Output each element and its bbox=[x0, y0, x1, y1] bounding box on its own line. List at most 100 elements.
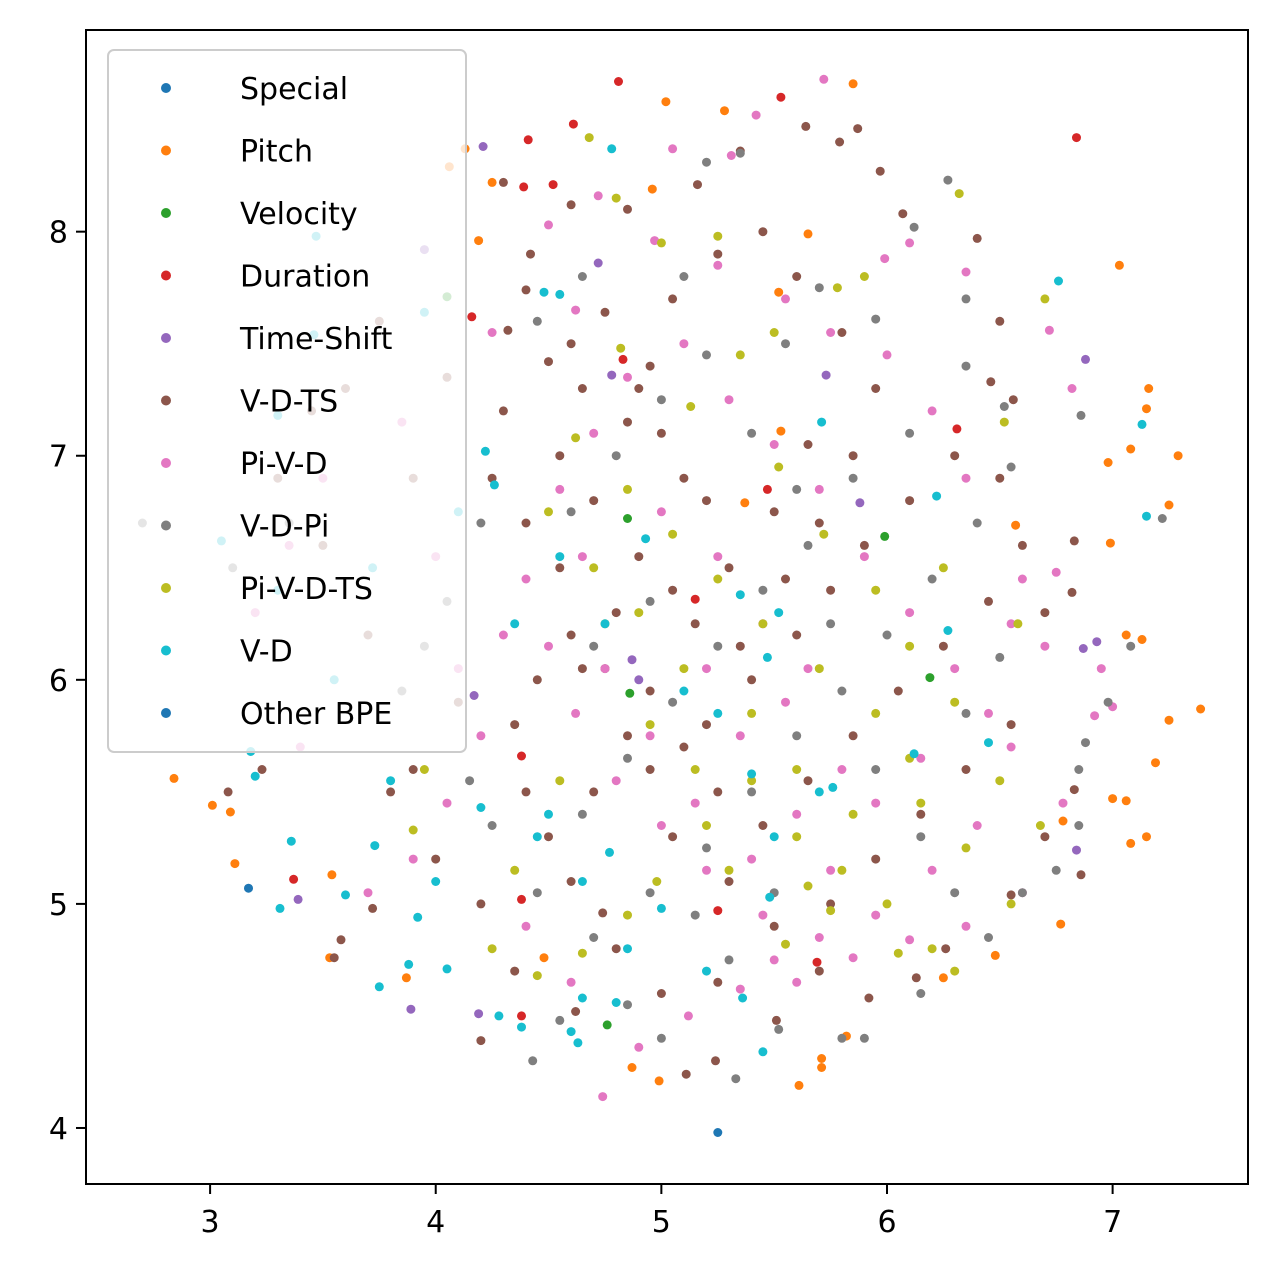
scatter-point bbox=[1137, 419, 1147, 429]
scatter-point bbox=[690, 765, 700, 774]
scatter-point bbox=[713, 906, 723, 916]
scatter-point bbox=[521, 921, 531, 931]
scatter-point bbox=[814, 484, 824, 494]
scatter-point bbox=[408, 825, 418, 835]
scatter-point bbox=[413, 912, 423, 922]
legend-label: Time-Shift bbox=[239, 322, 393, 357]
scatter-point bbox=[995, 652, 1005, 662]
scatter-point bbox=[776, 426, 786, 436]
scatter-point bbox=[544, 357, 553, 367]
scatter-point bbox=[469, 691, 479, 700]
plot-points bbox=[137, 74, 1206, 1137]
scatter-point bbox=[618, 354, 628, 364]
scatter-point bbox=[593, 191, 603, 201]
scatter-point bbox=[837, 865, 847, 875]
scatter-point bbox=[1069, 536, 1079, 546]
scatter-point bbox=[544, 832, 553, 842]
scatter-point bbox=[776, 92, 786, 102]
scatter-point bbox=[401, 973, 411, 983]
scatter-point bbox=[476, 731, 486, 741]
scatter-point bbox=[521, 574, 531, 584]
scatter-point bbox=[871, 854, 881, 864]
scatter-point bbox=[972, 233, 982, 243]
legend-label: Special bbox=[240, 72, 348, 107]
scatter-point bbox=[654, 1076, 664, 1086]
scatter-point bbox=[871, 910, 881, 920]
scatter-point bbox=[814, 933, 824, 942]
scatter-point bbox=[431, 854, 441, 864]
scatter-point bbox=[589, 428, 599, 438]
scatter-point bbox=[905, 608, 915, 618]
scatter-point bbox=[476, 899, 486, 909]
scatter-point bbox=[544, 507, 553, 517]
scatter-point bbox=[207, 800, 217, 810]
scatter-point bbox=[916, 832, 926, 842]
legend-marker bbox=[161, 83, 171, 93]
legend: Special Pitch Velocity Duration Time-Shift V-… bbox=[107, 49, 467, 753]
scatter-point bbox=[837, 1033, 847, 1043]
scatter-point bbox=[480, 446, 490, 456]
scatter-point bbox=[286, 836, 296, 846]
scatter-point bbox=[995, 316, 1005, 326]
scatter-point bbox=[984, 708, 993, 718]
scatter-point bbox=[566, 200, 576, 210]
scatter-point bbox=[510, 865, 520, 875]
scatter-point bbox=[408, 765, 418, 774]
scatter-point bbox=[1103, 697, 1113, 707]
y-tick-label: 5 bbox=[49, 888, 68, 923]
scatter-point bbox=[938, 641, 948, 651]
scatter-point bbox=[386, 787, 396, 797]
scatter-point bbox=[476, 518, 486, 528]
scatter-point bbox=[1164, 500, 1174, 510]
scatter-point bbox=[1103, 458, 1113, 467]
scatter-point bbox=[747, 854, 757, 864]
legend-label: Pi-V-D bbox=[240, 447, 328, 482]
scatter-point bbox=[814, 518, 824, 528]
x-tick-label: 3 bbox=[201, 1205, 220, 1240]
scatter-point bbox=[702, 496, 711, 506]
scatter-point bbox=[943, 626, 953, 635]
scatter-point bbox=[812, 957, 822, 967]
scatter-point bbox=[735, 984, 745, 994]
scatter-point bbox=[803, 440, 813, 449]
scatter-point bbox=[702, 821, 711, 830]
series-pitch bbox=[169, 79, 1206, 1090]
scatter-point bbox=[623, 417, 632, 427]
series-pi-v-d bbox=[250, 74, 1118, 1102]
scatter-point bbox=[826, 865, 836, 875]
scatter-point bbox=[1072, 133, 1081, 143]
scatter-point bbox=[765, 892, 775, 902]
legend-marker bbox=[161, 583, 171, 593]
scatter-point bbox=[880, 254, 890, 264]
scatter-point bbox=[498, 406, 508, 416]
scatter-point bbox=[832, 283, 842, 293]
legend-marker bbox=[161, 458, 171, 468]
scatter-point bbox=[607, 370, 617, 380]
scatter-point bbox=[909, 749, 919, 759]
scatter-point bbox=[532, 971, 542, 981]
scatter-point bbox=[747, 428, 757, 438]
scatter-point bbox=[690, 619, 700, 629]
scatter-point bbox=[611, 608, 621, 618]
scatter-point bbox=[616, 343, 626, 353]
scatter-point bbox=[713, 977, 723, 987]
scatter-point bbox=[1067, 587, 1077, 597]
scatter-point bbox=[762, 484, 772, 494]
scatter-point bbox=[668, 697, 678, 707]
scatter-point bbox=[406, 1004, 416, 1014]
scatter-point bbox=[474, 1009, 484, 1019]
scatter-point bbox=[1151, 758, 1160, 768]
scatter-point bbox=[702, 865, 711, 875]
scatter-point bbox=[702, 843, 711, 853]
scatter-point bbox=[611, 944, 621, 954]
scatter-point bbox=[758, 585, 768, 595]
scatter-point bbox=[724, 955, 734, 965]
scatter-point bbox=[523, 135, 533, 145]
series-special bbox=[244, 883, 253, 893]
scatter-point bbox=[880, 531, 890, 541]
scatter-point bbox=[792, 765, 802, 774]
scatter-point bbox=[487, 944, 497, 954]
scatter-point bbox=[571, 1007, 581, 1016]
scatter-point bbox=[724, 865, 734, 875]
scatter-point bbox=[532, 675, 542, 685]
